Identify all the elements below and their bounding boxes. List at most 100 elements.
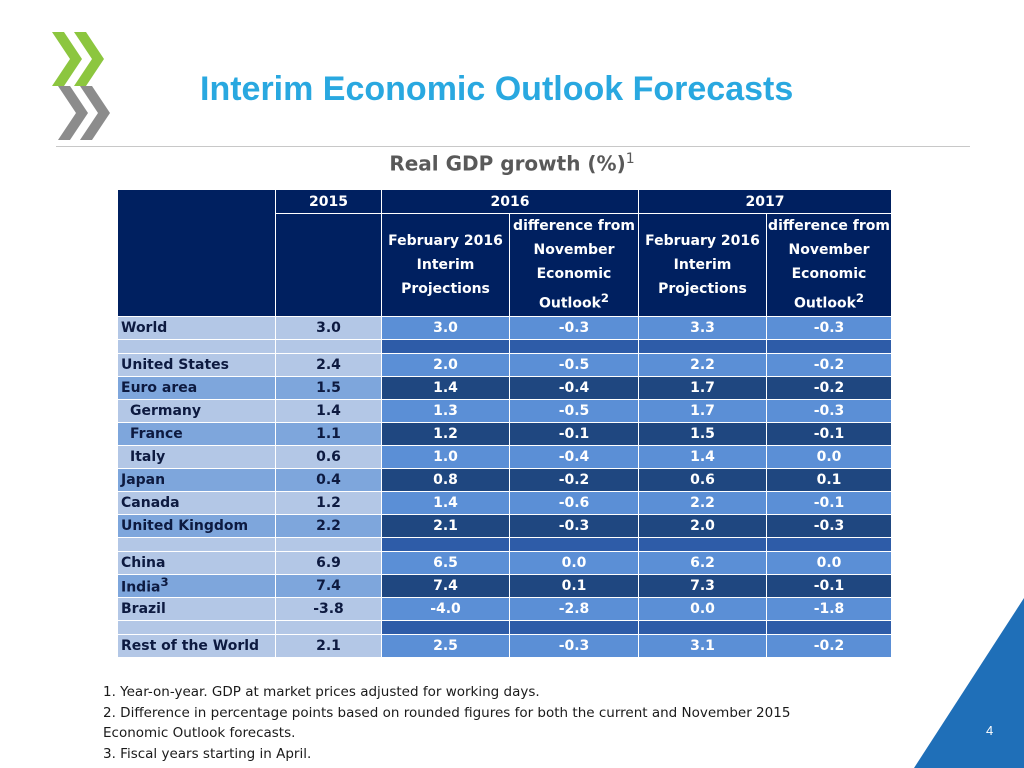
cell-d2017: -0.1 [766,573,892,598]
table-row: Canada 1.2 1.4 -0.6 2.2 -0.1 [117,490,892,515]
sub-header-2017-projection: February 2016 Interim Projections [638,213,767,317]
difference-note: 2 [855,291,865,305]
table-row: Rest of the World 2.1 2.5 -0.3 3.1 -0.2 [117,633,892,658]
cell-d2017: -0.3 [766,513,892,538]
row-label-text: Canada [121,494,180,511]
spacer-cell [766,619,892,635]
projection-line-1: February 2016 [388,232,503,249]
cell-v2015: 1.5 [275,375,382,400]
cell-p2016: 3.0 [381,315,510,340]
row-label-text: Euro area [121,379,198,396]
cell-d2016: 0.1 [509,573,639,598]
row-label-text: Italy [130,448,166,465]
row-label-note: 3 [160,575,169,590]
difference-line-4-text: Outlook [538,295,601,312]
slide-title: Interim Economic Outlook Forecasts [200,70,794,108]
cell-p2016: 2.0 [381,352,510,377]
cell-d2017: -0.2 [766,352,892,377]
cell-v2015: 0.4 [275,467,382,492]
cell-d2017: -1.8 [766,596,892,621]
projection-line-3: Projections [658,280,747,297]
row-label: Canada [117,490,276,515]
cell-p2016: 7.4 [381,573,510,598]
page-number: 4 [986,723,994,738]
cell-d2016: -0.4 [509,444,639,469]
cell-p2016: -4.0 [381,596,510,621]
table-row: China 6.9 6.5 0.0 6.2 0.0 [117,550,892,575]
cell-p2017: 1.4 [638,444,767,469]
cell-p2016: 1.2 [381,421,510,446]
corner-header-cell [117,189,276,317]
row-label: China [117,550,276,575]
row-label: Brazil [117,596,276,621]
row-label: France [117,421,276,446]
cell-p2017: 2.0 [638,513,767,538]
spacer-cell [381,619,510,635]
cell-p2016: 1.0 [381,444,510,469]
table-row: Germany 1.4 1.3 -0.5 1.7 -0.3 [117,398,892,423]
cell-p2017: 2.2 [638,490,767,515]
table-title-text: Real GDP growth (%) [389,151,626,176]
cell-d2016: -0.6 [509,490,639,515]
cell-v2015: -3.8 [275,596,382,621]
spacer-cell [275,536,382,552]
row-label: Japan [117,467,276,492]
row-label-text: China [121,554,166,571]
difference-line-2: November [533,242,615,258]
footnote-1: 1. Year-on-year. GDP at market prices ad… [103,684,540,700]
spacer-row [117,619,892,635]
corner-decoration [914,598,1024,768]
cell-v2015: 1.2 [275,490,382,515]
row-label-text: Germany [130,402,202,419]
cell-d2017: -0.2 [766,633,892,658]
title-divider [56,146,970,147]
cell-v2015: 2.1 [275,633,382,658]
table-row: Brazil -3.8 -4.0 -2.8 0.0 -1.8 [117,596,892,621]
sub-header-2016-projection: February 2016 Interim Projections [381,213,510,317]
difference-line-4-text: Outlook [793,295,856,312]
cell-p2016: 1.4 [381,375,510,400]
cell-v2015: 3.0 [275,315,382,340]
difference-line-4: Outlook2 [510,286,638,316]
cell-v2015: 7.4 [275,573,382,598]
row-label-text: World [121,319,168,336]
spacer-cell [509,619,639,635]
cell-d2016: 0.0 [509,550,639,575]
spacer-cell [509,536,639,552]
table-row: Japan 0.4 0.8 -0.2 0.6 0.1 [117,467,892,492]
row-label-text: United Kingdom [121,517,249,534]
cell-d2016: -0.2 [509,467,639,492]
footnote-2-continued: Economic Outlook forecasts. [103,725,296,741]
spacer-row [117,338,892,354]
projection-line-2: Interim [673,256,732,273]
projection-line-2: Interim [416,256,475,273]
gdp-table-body: World 3.0 3.0 -0.3 3.3 -0.3 United States 2.4 2.… [117,315,892,658]
projection-line-1: February 2016 [645,232,760,249]
cell-p2016: 6.5 [381,550,510,575]
table-title: Real GDP growth (%)1 [0,151,1024,176]
spacer-cell [117,619,276,635]
cell-p2016: 1.4 [381,490,510,515]
row-label-text: United States [121,356,229,373]
row-label-text: India [121,579,161,596]
row-label: Euro area [117,375,276,400]
cell-d2016: -0.3 [509,633,639,658]
spacer-cell [766,338,892,354]
cell-p2016: 1.3 [381,398,510,423]
cell-v2015: 6.9 [275,550,382,575]
sub-header-2016-difference: difference from November Economic Outloo… [509,213,639,317]
row-label: World [117,315,276,340]
table-row: United States 2.4 2.0 -0.5 2.2 -0.2 [117,352,892,377]
table-title-note: 1 [625,151,635,167]
cell-d2016: -0.5 [509,398,639,423]
spacer-cell [509,338,639,354]
spacer-cell [766,536,892,552]
cell-v2015: 1.4 [275,398,382,423]
table-row: France 1.1 1.2 -0.1 1.5 -0.1 [117,421,892,446]
footnotes: 1. Year-on-year. GDP at market prices ad… [103,682,863,764]
difference-line-4: Outlook2 [767,286,891,316]
row-label-text: Brazil [121,600,166,617]
cell-d2017: 0.0 [766,550,892,575]
row-label: United States [117,352,276,377]
cell-d2017: -0.3 [766,398,892,423]
